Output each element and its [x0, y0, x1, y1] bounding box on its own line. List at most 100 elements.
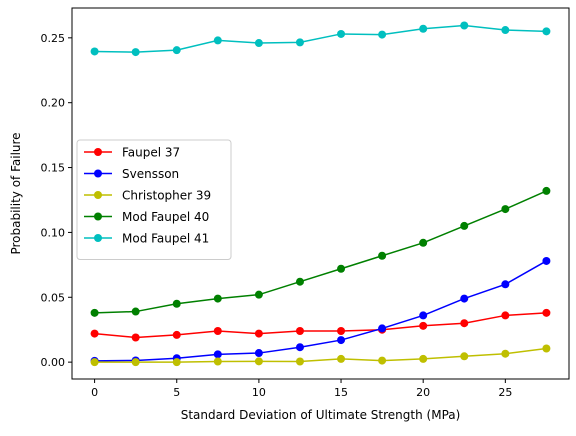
- data-point-mod-faupel-40: [419, 238, 428, 247]
- data-point-svensson: [419, 311, 428, 320]
- legend-swatch-marker: [94, 191, 102, 199]
- data-point-svensson: [542, 256, 551, 265]
- x-tick-label: 5: [173, 386, 180, 399]
- data-point-mod-faupel-40: [131, 307, 140, 316]
- data-point-faupel-37: [460, 319, 469, 328]
- legend-swatch-marker: [94, 169, 102, 178]
- data-point-mod-faupel-40: [213, 294, 222, 303]
- series-layer: [90, 21, 551, 367]
- data-point-mod-faupel-41: [501, 26, 510, 35]
- y-tick-label: 0.25: [41, 32, 66, 45]
- series-line-faupel-37: [94, 312, 547, 339]
- data-point-mod-faupel-40: [254, 290, 263, 299]
- legend-label: Svensson: [122, 167, 179, 181]
- legend-swatch-marker: [94, 234, 102, 242]
- data-point-svensson: [254, 349, 263, 358]
- data-point-mod-faupel-40: [542, 186, 551, 195]
- data-point-mod-faupel-40: [337, 264, 346, 273]
- data-point-mod-faupel-40: [295, 277, 304, 286]
- data-point-mod-faupel-40: [378, 251, 387, 260]
- data-point-christopher-39: [337, 354, 346, 363]
- data-point-christopher-39: [172, 358, 181, 367]
- legend-swatch-marker: [94, 212, 102, 221]
- y-tick-label: 0.00: [41, 356, 66, 369]
- y-axis: 0.00 0.05 0.10 0.15 0.20 0.25: [41, 32, 72, 369]
- data-point-faupel-37: [131, 333, 140, 342]
- data-point-christopher-39: [378, 356, 387, 365]
- data-point-faupel-37: [501, 311, 510, 320]
- data-point-mod-faupel-41: [254, 39, 263, 48]
- data-point-christopher-39: [90, 358, 99, 367]
- data-point-svensson: [460, 294, 469, 303]
- data-point-svensson: [337, 336, 346, 345]
- legend-label: Mod Faupel 40: [122, 210, 209, 224]
- data-point-mod-faupel-41: [460, 21, 469, 30]
- series-faupel-37: [90, 308, 551, 342]
- data-point-svensson: [295, 343, 304, 352]
- x-axis: 0 5 10 15 20 25: [91, 379, 512, 399]
- series-mod-faupel-40: [90, 186, 551, 317]
- x-tick-label: 15: [334, 386, 348, 399]
- series-line-mod-faupel-40: [94, 190, 547, 314]
- data-point-mod-faupel-40: [460, 221, 469, 230]
- data-point-mod-faupel-41: [337, 29, 346, 38]
- data-point-christopher-39: [460, 352, 469, 361]
- series-line-mod-faupel-41: [94, 24, 547, 53]
- legend: Faupel 37 Svensson Christopher 39 Mod Faupe…: [76, 139, 232, 260]
- data-point-svensson: [501, 280, 510, 289]
- legend-item-mod-faupel-40: Mod Faupel 40: [84, 210, 209, 224]
- data-point-faupel-37: [90, 329, 99, 338]
- data-point-christopher-39: [542, 344, 551, 353]
- data-point-christopher-39: [254, 357, 263, 366]
- data-point-mod-faupel-41: [213, 36, 222, 45]
- data-point-mod-faupel-41: [90, 47, 99, 56]
- series-christopher-39: [90, 344, 551, 367]
- data-point-mod-faupel-41: [419, 24, 428, 33]
- legend-label: Faupel 37: [122, 146, 180, 160]
- legend-label: Christopher 39: [122, 189, 211, 203]
- data-point-christopher-39: [419, 354, 428, 363]
- data-point-faupel-37: [419, 321, 428, 330]
- series-svensson: [90, 256, 551, 365]
- data-point-mod-faupel-41: [131, 48, 140, 57]
- data-point-christopher-39: [295, 357, 304, 366]
- x-axis-label: Standard Deviation of Ultimate Strength …: [181, 408, 461, 422]
- legend-item-faupel-37: Faupel 37: [84, 146, 180, 160]
- data-point-svensson: [213, 350, 222, 359]
- data-point-mod-faupel-41: [378, 30, 387, 39]
- series-mod-faupel-41: [90, 21, 551, 57]
- data-point-mod-faupel-40: [501, 205, 510, 214]
- data-point-christopher-39: [131, 358, 140, 367]
- data-point-faupel-37: [254, 329, 263, 338]
- data-point-christopher-39: [213, 357, 222, 366]
- data-point-christopher-39: [501, 349, 510, 358]
- x-tick-label: 0: [91, 386, 98, 399]
- data-point-mod-faupel-41: [542, 27, 551, 36]
- x-tick-label: 20: [416, 386, 430, 399]
- y-tick-label: 0.20: [41, 97, 66, 110]
- data-point-mod-faupel-40: [90, 308, 99, 317]
- data-point-faupel-37: [213, 327, 222, 336]
- legend-item-svensson: Svensson: [84, 167, 179, 181]
- legend-frame: [76, 139, 232, 260]
- data-point-faupel-37: [337, 327, 346, 336]
- data-point-faupel-37: [172, 330, 181, 339]
- legend-item-mod-faupel-41: Mod Faupel 41: [84, 232, 209, 246]
- series-line-christopher-39: [94, 347, 547, 363]
- y-axis-label: Probability of Failure: [9, 132, 23, 254]
- data-point-mod-faupel-41: [295, 38, 304, 47]
- y-tick-label: 0.15: [41, 162, 66, 175]
- y-tick-label: 0.05: [41, 291, 66, 304]
- data-point-mod-faupel-40: [172, 299, 181, 308]
- x-tick-label: 25: [498, 386, 512, 399]
- legend-item-christopher-39: Christopher 39: [84, 189, 211, 203]
- data-point-faupel-37: [542, 308, 551, 317]
- y-tick-label: 0.10: [41, 226, 66, 239]
- legend-swatch-marker: [94, 148, 102, 156]
- data-point-faupel-37: [295, 327, 304, 336]
- legend-label: Mod Faupel 41: [122, 232, 209, 246]
- x-tick-label: 10: [252, 386, 266, 399]
- data-point-mod-faupel-41: [172, 46, 181, 55]
